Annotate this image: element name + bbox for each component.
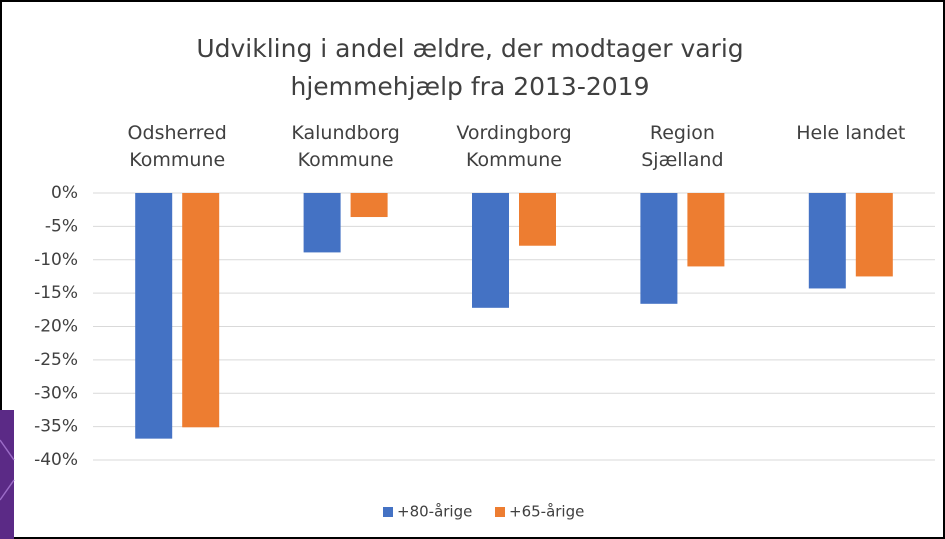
- bar: [808, 193, 846, 289]
- decoration-lines: [0, 439, 15, 501]
- legend-swatch: [495, 507, 505, 517]
- legend-label: +65-årige: [509, 503, 584, 521]
- y-tick-label: -30%: [34, 383, 78, 403]
- y-tick-label: -40%: [34, 450, 78, 470]
- category-label: Kalundborg Kommune: [291, 122, 400, 171]
- category-label: Odsherred Kommune: [127, 122, 227, 171]
- y-tick-label: -5%: [45, 216, 78, 236]
- decoration: [0, 410, 14, 539]
- legend-swatch: [383, 507, 393, 517]
- legend-label: +80-årige: [397, 503, 472, 521]
- y-tick-label: -10%: [34, 250, 78, 270]
- bar: [135, 193, 173, 439]
- y-tick-label: -25%: [34, 350, 78, 370]
- category-label: Region Sjælland: [641, 122, 724, 171]
- bar: [519, 193, 556, 246]
- bar: [350, 193, 388, 218]
- bar: [687, 193, 725, 267]
- category-label: Vordingborg Kommune: [456, 122, 572, 171]
- bar: [472, 193, 509, 308]
- y-tick-label: -20%: [34, 317, 78, 337]
- bar: [640, 193, 678, 304]
- bar: [303, 193, 341, 253]
- bar: [182, 193, 220, 428]
- y-tick-label: 0%: [51, 183, 78, 203]
- chart-title: Udvikling i andel ældre, der modtager va…: [196, 34, 744, 101]
- y-tick-label: -35%: [34, 417, 78, 437]
- category-label: Hele landet: [796, 122, 906, 144]
- bar: [855, 193, 893, 277]
- y-tick-label: -15%: [34, 283, 78, 303]
